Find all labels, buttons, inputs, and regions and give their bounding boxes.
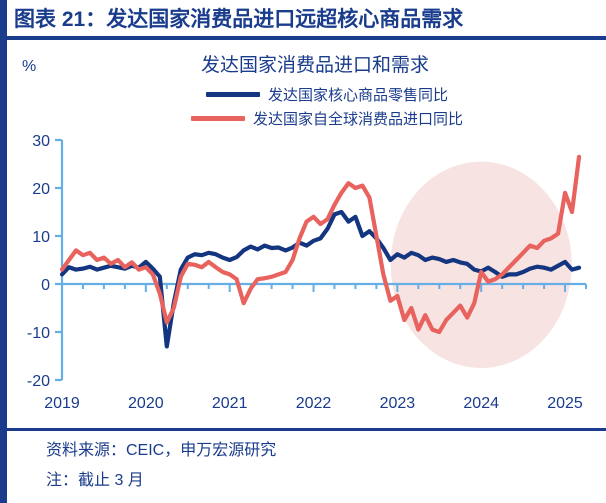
card-footer: 资料来源：CEIC，申万宏源研究 注：截止 3 月	[0, 436, 606, 496]
page-title: 图表 21：发达国家消费品进口远超核心商品需求	[14, 8, 464, 31]
legend-item-core-retail: 发达国家核心商品零售同比	[205, 84, 448, 105]
x-tick-label: 2020	[128, 395, 164, 412]
x-tick-label: 2025	[547, 395, 583, 412]
source-line: 资料来源：CEIC，申万宏源研究	[46, 442, 277, 459]
note-line: 注：截止 3 月	[46, 472, 144, 489]
legend-swatch-blue	[205, 92, 260, 97]
x-tick-label: 2024	[463, 395, 499, 412]
plot-svg: 30 20 10 0 -10 -20 2019 2020 2021 2022 2023 2024 202…	[27, 133, 587, 412]
x-tick-label: 2021	[212, 395, 248, 412]
legend-label-consumer-imports: 发达国家自全球消费品进口同比	[252, 111, 463, 128]
y-tick-label: 10	[32, 229, 50, 246]
y-tick-label: 20	[32, 181, 50, 198]
y-tick-label: -20	[27, 373, 50, 390]
series-line-1	[59, 154, 582, 335]
y-axis-unit-label: %	[22, 58, 37, 75]
series-line-0	[59, 209, 582, 349]
header-divider	[0, 36, 606, 40]
legend-item-consumer-imports: 发达国家自全球消费品进口同比	[190, 108, 463, 129]
y-tick-label: 30	[32, 133, 50, 150]
chart-title: 发达国家消费品进口和需求	[200, 55, 429, 76]
x-tick-label: 2023	[380, 395, 416, 412]
x-tick-label: 2019	[44, 395, 80, 412]
highlight-ellipse	[390, 161, 572, 368]
legend-swatch-red	[190, 116, 245, 121]
card-header: 图表 21：发达国家消费品进口远超核心商品需求	[7, 0, 606, 36]
y-tick-label: 0	[41, 277, 50, 294]
chart-area: % 发达国家消费品进口和需求 发达国家核心商品零售同比 发达国家自全球消费品进口…	[0, 40, 606, 425]
x-tick-label: 2022	[296, 395, 332, 412]
chart-legend: 发达国家核心商品零售同比 发达国家自全球消费品进口同比	[0, 84, 606, 129]
legend-label-core-retail: 发达国家核心商品零售同比	[267, 87, 448, 104]
left-accent-bar	[0, 0, 7, 503]
footer-divider	[0, 428, 606, 431]
y-tick-label: -10	[27, 325, 50, 342]
